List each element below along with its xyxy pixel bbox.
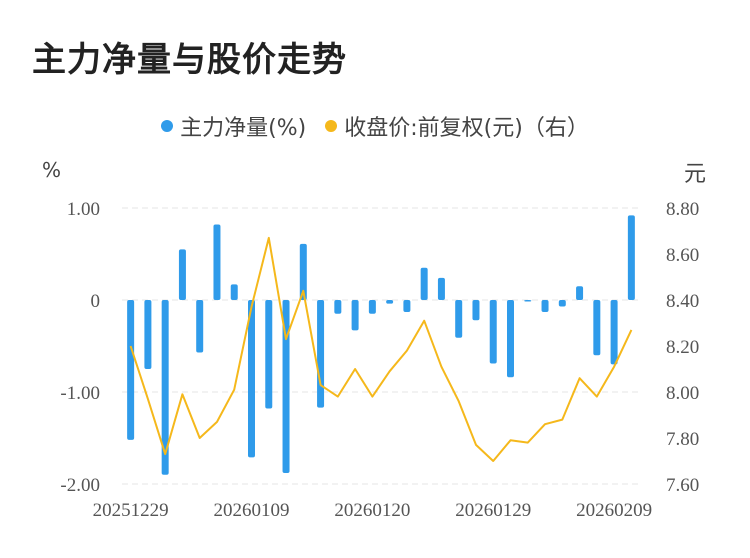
bar-6 [230, 284, 238, 300]
bar-23 [524, 300, 532, 302]
bar-1 [144, 300, 152, 369]
y-right-tick-label: 8.80 [666, 199, 699, 220]
y-left-tick-label: -2.00 [60, 475, 100, 496]
legend-line-marker [325, 120, 338, 132]
y-right-tick-label: 8.40 [666, 291, 699, 312]
price-line [129, 236, 633, 462]
bar-20 [472, 300, 480, 321]
bar-15 [386, 300, 394, 304]
x-tick-label: 20260120 [334, 500, 410, 521]
bar-8 [265, 300, 273, 409]
bar-4 [196, 300, 204, 353]
legend: 主力净量(%) 收盘价:前复权(元)（右） [0, 110, 750, 142]
bar-11 [317, 300, 325, 408]
y-right-tick-label: 7.60 [666, 475, 699, 496]
bar-27 [593, 300, 601, 356]
legend-line-label: 收盘价:前复权(元)（右） [344, 116, 589, 141]
bar-21 [489, 300, 497, 364]
y-left-tick-label: -1.00 [60, 383, 100, 404]
bar-12 [334, 300, 342, 314]
legend-item-line[interactable]: 收盘价:前复权(元)（右） [325, 110, 589, 142]
legend-item-bar[interactable]: 主力净量(%) [161, 110, 306, 142]
bar-9 [282, 300, 290, 473]
right-axis-unit: 元 [684, 162, 707, 187]
bar-16 [403, 300, 411, 312]
legend-bar-label: 主力净量(%) [180, 116, 307, 141]
x-tick-label: 20260209 [576, 500, 652, 521]
y-left-tick-label: 1.00 [67, 199, 100, 220]
bar-28 [610, 300, 618, 365]
bar-17 [420, 267, 428, 300]
bar-19 [455, 300, 463, 338]
bar-5 [213, 224, 221, 300]
x-tick-label: 20260109 [214, 500, 290, 521]
bar-29 [627, 215, 635, 300]
y-left-tick-label: 0 [91, 291, 101, 312]
x-tick-label: 20251229 [93, 500, 169, 521]
bar-0 [127, 300, 135, 440]
legend-bar-marker [161, 120, 174, 132]
bar-18 [437, 277, 445, 300]
bar-2 [161, 300, 169, 475]
chart-title: 主力净量与股价走势 [32, 40, 347, 80]
y-right-tick-label: 8.00 [666, 383, 699, 404]
bar-24 [541, 300, 549, 312]
y-right-tick-label: 8.60 [666, 245, 699, 266]
bar-10 [299, 243, 307, 300]
y-right-tick-label: 8.20 [666, 337, 699, 358]
bar-13 [351, 300, 359, 331]
x-tick-label: 20260129 [455, 500, 531, 521]
bar-7 [248, 300, 255, 458]
bar-26 [576, 286, 584, 300]
bar-22 [507, 300, 514, 378]
y-right-tick-label: 7.80 [666, 429, 699, 450]
left-axis-unit: % [42, 158, 62, 182]
bar-25 [558, 300, 566, 307]
bar-14 [368, 300, 376, 314]
bar-3 [178, 249, 186, 300]
